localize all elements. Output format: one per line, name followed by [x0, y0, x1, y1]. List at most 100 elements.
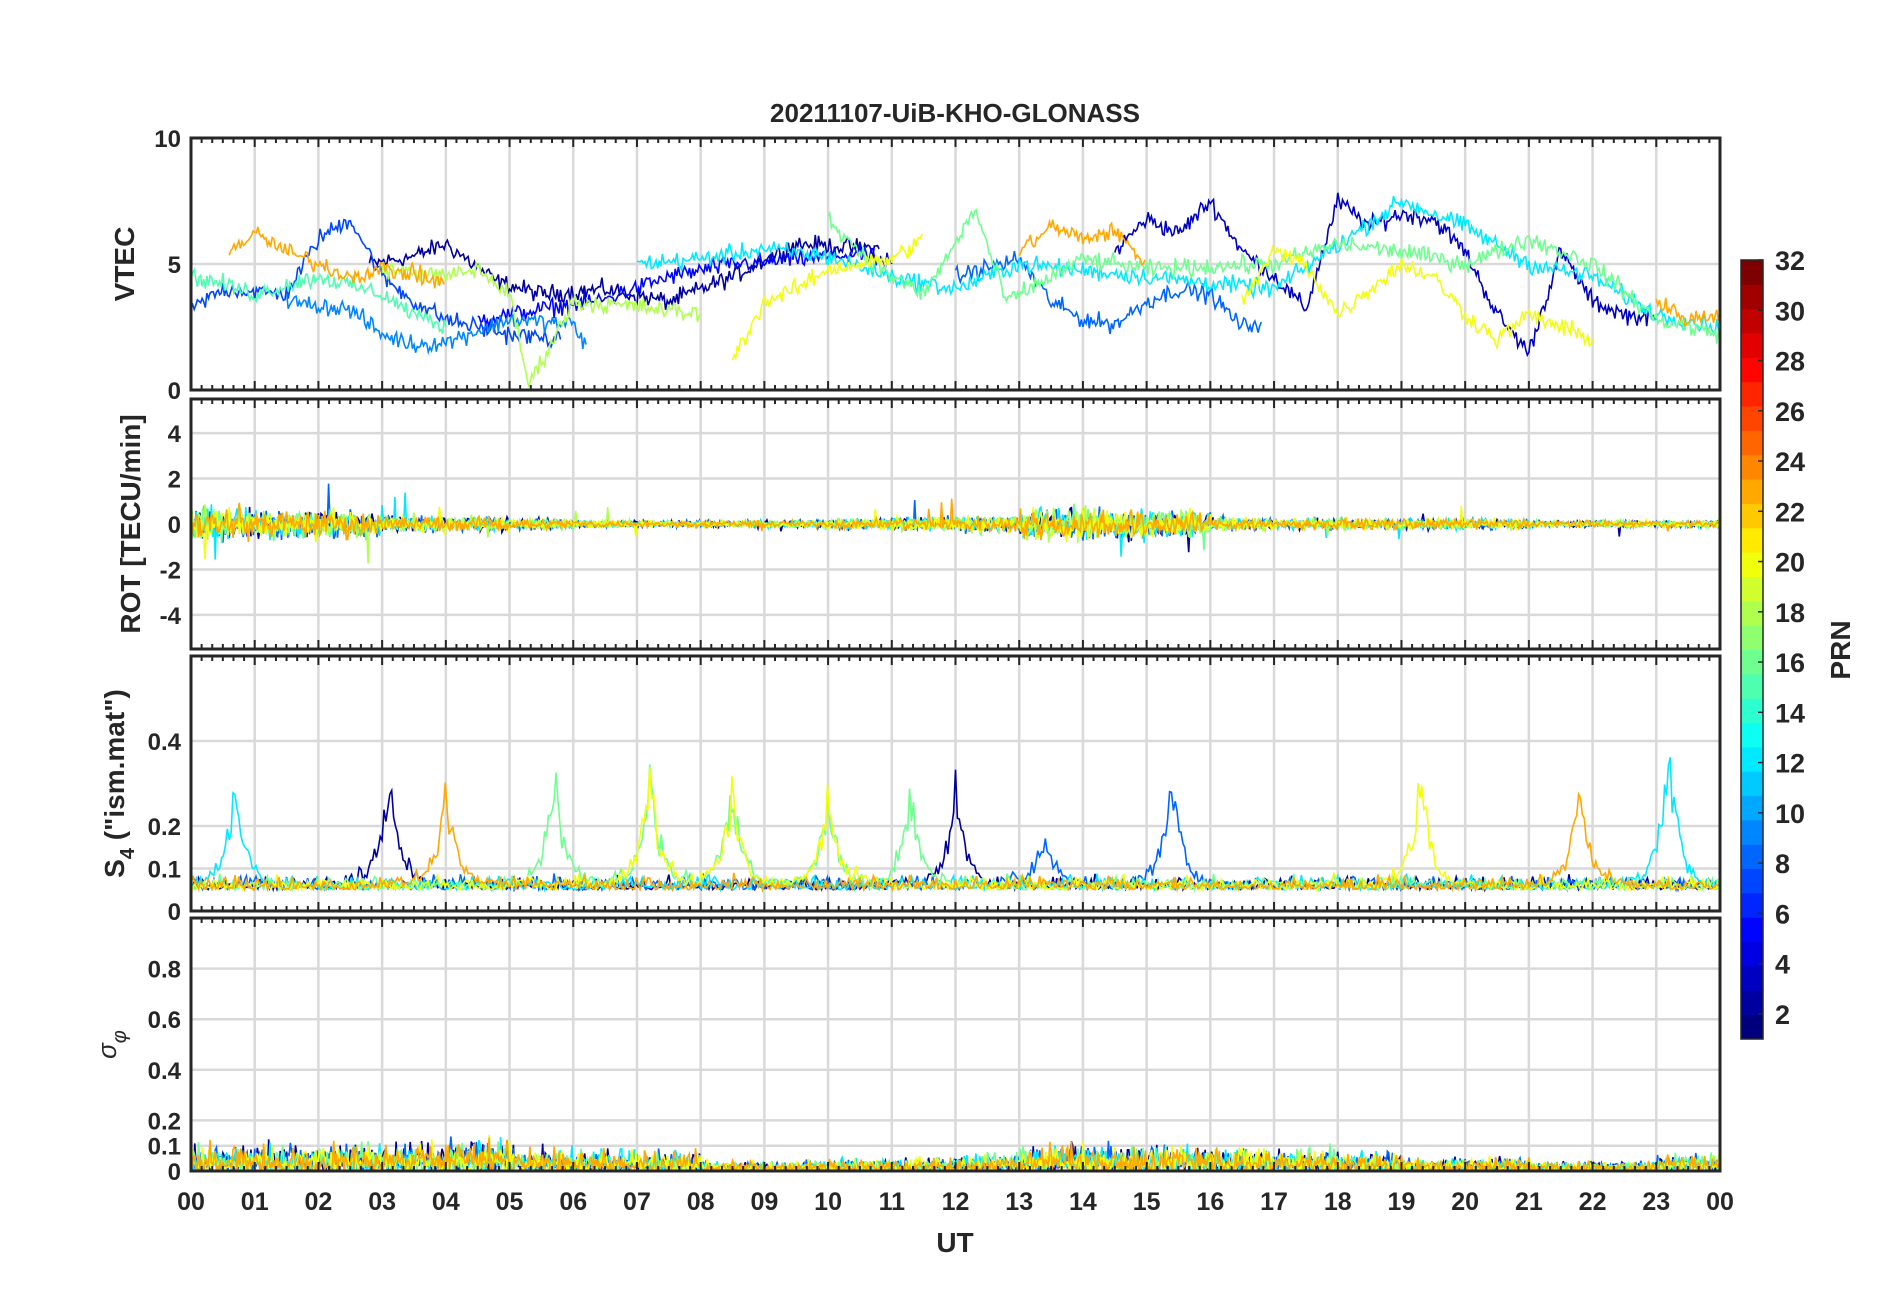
colorbar-tick-label: 28 [1775, 347, 1805, 377]
y-tick-label: 0.1 [148, 1134, 181, 1161]
colorbar-segment [1741, 649, 1763, 675]
vtec-series-prn-16 [827, 208, 1720, 344]
colorbar-segment [1741, 990, 1763, 1016]
colorbar-segment [1741, 917, 1763, 943]
colorbar-segment [1741, 673, 1763, 699]
colorbar-tick-label: 8 [1775, 849, 1790, 879]
colorbar-segment [1741, 333, 1763, 358]
x-tick-labels: 00 01 02 03 04 05 06 07 08 09 10 11 12 13 14 15 16 17 18 19… [177, 1188, 1734, 1216]
colorbar-segment [1741, 454, 1763, 480]
y-tick-label: 0.4 [148, 729, 182, 756]
y-label-main: σ [92, 1042, 122, 1059]
x-tick-label: 13 [1005, 1188, 1033, 1216]
colorbar-tick-label: 26 [1775, 397, 1805, 427]
x-tick-label: 05 [496, 1188, 524, 1216]
y-tick-label: 0 [168, 512, 181, 539]
colorbar-tick-label: 18 [1775, 598, 1805, 628]
x-tick-label: 08 [687, 1188, 715, 1216]
x-axis-label: UT [936, 1227, 973, 1258]
panel-sigma_phi: 00.10.2 0.4 0.6 0.8 σφ [92, 916, 1722, 1186]
series-group [191, 757, 1719, 893]
x-tick-label: 01 [241, 1188, 269, 1216]
colorbar-tick-label: 24 [1775, 447, 1805, 477]
y-tick-label: 4 [168, 421, 182, 448]
vtec-series-prn-12 [636, 195, 1720, 336]
y-axis-label: ROT [TECU/min] [115, 414, 146, 633]
y-tick-label: 2 [168, 467, 181, 494]
x-tick-label: 00 [1706, 1188, 1734, 1216]
colorbar-segment [1741, 576, 1763, 602]
colorbar-tick-label: 2 [1775, 1000, 1790, 1030]
vtec-series-prn-20 [731, 233, 923, 361]
y-tick-label: 0.4 [148, 1058, 182, 1085]
colorbar-tick-label: 16 [1775, 648, 1805, 678]
colorbar-frame [1740, 259, 1764, 1040]
x-tick-label: 16 [1196, 1188, 1224, 1216]
vtec-series-prn-5 [477, 242, 893, 329]
vtec-series-prn-15 [191, 266, 447, 335]
colorbar-segment [1741, 868, 1763, 894]
x-tick-label: 22 [1579, 1188, 1607, 1216]
y-label-sub: φ [109, 1030, 131, 1043]
vtec-series-prn-23 [1018, 218, 1146, 267]
series-group [191, 483, 1720, 564]
colorbar-tick-label: 30 [1775, 296, 1805, 326]
x-tick-label: 20 [1451, 1188, 1479, 1216]
colorbar-segment [1741, 795, 1763, 821]
x-tick-label: 18 [1324, 1188, 1352, 1216]
y-tick-label: 0 [168, 378, 181, 405]
panel-rot: -4 -2 0 2 4 ROT [TECU/min] [115, 397, 1722, 651]
vtec-series-prn-23 [228, 226, 445, 289]
y-tick-label: 0.6 [148, 1007, 181, 1034]
x-tick-label: 15 [1133, 1188, 1161, 1216]
panel-vtec: 0 5 10 VTEC [109, 126, 1722, 405]
chart-title: 20211107-UiB-KHO-GLONASS [770, 98, 1140, 128]
colorbar-tick-label: 22 [1775, 497, 1805, 527]
x-tick-label: 23 [1642, 1188, 1670, 1216]
colorbar-tick-label: 32 [1775, 246, 1805, 276]
colorbar-segment [1741, 819, 1763, 845]
y-tick-label: -2 [160, 557, 181, 584]
colorbar-segment [1741, 844, 1763, 870]
colorbar-segment [1741, 527, 1763, 553]
colorbar-segment [1741, 965, 1763, 991]
colorbar-segment [1741, 381, 1763, 407]
colorbar-tick-label: 4 [1775, 950, 1790, 980]
y-tick-label: 0.1 [148, 857, 181, 884]
x-tick-label: 10 [814, 1188, 842, 1216]
vtec-series-prn-20 [1241, 244, 1594, 351]
colorbar-segment [1741, 406, 1763, 431]
colorbar-tick-label: 10 [1775, 799, 1805, 829]
x-tick-label: 21 [1515, 1188, 1543, 1216]
colorbar-segment [1741, 552, 1763, 577]
colorbar-segment [1741, 503, 1763, 529]
y-tick-label: -4 [160, 603, 182, 630]
series-group [191, 192, 1720, 388]
y-tick-label: 10 [154, 126, 181, 153]
colorbar-label: PRN [1825, 620, 1856, 679]
x-tick-label: 04 [432, 1188, 460, 1216]
colorbar-segment [1741, 941, 1763, 967]
y-tick-label: 0.2 [148, 1108, 181, 1135]
x-tick-label: 07 [623, 1188, 651, 1216]
colorbar-segment [1741, 357, 1763, 383]
colorbar-segment [1741, 625, 1763, 650]
y-label-sub: 4 [117, 847, 139, 859]
colorbar-segment [1741, 746, 1763, 772]
y-tick-label: 0.8 [148, 957, 181, 984]
colorbar-segment [1741, 600, 1763, 626]
y-tick-label: 0 [168, 1159, 181, 1186]
y-tick-label: 0.2 [148, 814, 181, 841]
x-tick-label: 03 [368, 1188, 396, 1216]
panel-s4: 0 0.1 0.2 0.4 S4 ("ism.mat") [99, 654, 1722, 926]
s4-series-prn-23 [191, 782, 1719, 893]
vtec-series-prn-23 [1655, 297, 1720, 327]
colorbar-tick-label: 12 [1775, 749, 1805, 779]
colorbar-segment [1741, 698, 1763, 724]
x-tick-label: 11 [879, 1188, 906, 1216]
vtec-series-prn-18 [381, 261, 702, 388]
colorbar-segment [1741, 892, 1763, 918]
colorbar-segment [1741, 430, 1763, 456]
rot-series-prn-20 [191, 505, 1720, 560]
